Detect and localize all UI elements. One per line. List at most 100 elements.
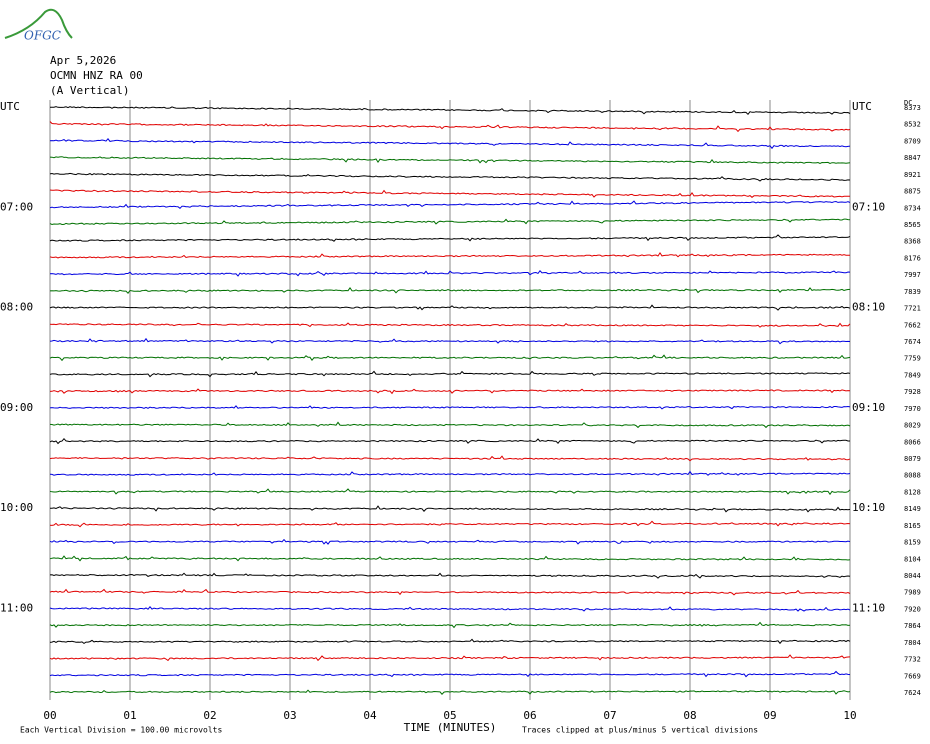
trace bbox=[49, 172, 851, 182]
x-tick-label: 08 bbox=[683, 709, 696, 722]
trace bbox=[49, 234, 851, 242]
dc-value: 8029 bbox=[904, 422, 921, 430]
dc-value: 8875 bbox=[904, 188, 921, 196]
right-time-label: 10:10 bbox=[852, 501, 885, 514]
trace bbox=[49, 520, 851, 528]
left-time-label: 07:00 bbox=[0, 200, 33, 213]
dc-value: 7920 bbox=[904, 605, 921, 613]
x-tick-label: 06 bbox=[523, 709, 536, 722]
dc-value: 8165 bbox=[904, 522, 921, 530]
left-time-label: 09:00 bbox=[0, 401, 33, 414]
x-tick-label: 09 bbox=[763, 709, 776, 722]
dc-value: 7804 bbox=[904, 639, 921, 647]
trace bbox=[49, 304, 851, 311]
logo: OFGC bbox=[24, 29, 61, 43]
date: Apr 5,2026 bbox=[50, 54, 116, 67]
trace bbox=[49, 138, 851, 150]
dc-value: 7989 bbox=[904, 589, 921, 597]
trace bbox=[49, 121, 851, 133]
x-tick-label: 01 bbox=[123, 709, 136, 722]
dc-value: 8149 bbox=[904, 505, 921, 513]
dc-value: 8921 bbox=[904, 171, 921, 179]
trace bbox=[49, 470, 851, 476]
dc-value: 7721 bbox=[904, 305, 921, 313]
trace bbox=[49, 606, 851, 612]
x-tick-label: 07 bbox=[603, 709, 616, 722]
dc-value: 8128 bbox=[904, 488, 921, 496]
x-tick-label: 04 bbox=[363, 709, 377, 722]
x-tick-label: 03 bbox=[283, 709, 296, 722]
dc-value: 7624 bbox=[904, 689, 921, 697]
dc-value: 8079 bbox=[904, 455, 921, 463]
x-tick-label: 10 bbox=[843, 709, 856, 722]
dc-value: 8104 bbox=[904, 555, 921, 563]
trace bbox=[49, 189, 850, 198]
dc-value: 8088 bbox=[904, 472, 921, 480]
dc-value: 7864 bbox=[904, 622, 921, 630]
dc-value: 7732 bbox=[904, 656, 921, 664]
trace bbox=[49, 654, 851, 662]
dc-value: 7674 bbox=[904, 338, 921, 346]
right-time-label: 07:10 bbox=[852, 200, 885, 213]
right-time-label: 08:10 bbox=[852, 301, 885, 314]
trace bbox=[49, 156, 851, 165]
trace bbox=[50, 505, 851, 513]
dc-value: 7997 bbox=[904, 271, 921, 279]
dc-value: 8044 bbox=[904, 572, 921, 580]
scale-note: Each Vertical Division = 100.00 microvol… bbox=[20, 726, 222, 735]
trace bbox=[49, 388, 851, 395]
left-time-label: 10:00 bbox=[0, 501, 33, 514]
trace bbox=[49, 322, 851, 328]
dc-value: 7928 bbox=[904, 388, 921, 396]
trace bbox=[49, 588, 851, 596]
right-time-label: 11:10 bbox=[852, 601, 885, 614]
trace bbox=[49, 689, 851, 695]
dc-value: 8159 bbox=[904, 539, 921, 547]
station: OCMN HNZ RA 00 bbox=[50, 69, 143, 82]
left-time-label: UTC bbox=[0, 100, 20, 113]
trace bbox=[49, 437, 850, 445]
dc-value: 8066 bbox=[904, 438, 921, 446]
dc-value: 8565 bbox=[904, 221, 921, 229]
component: (A Vertical) bbox=[50, 84, 129, 97]
trace bbox=[50, 106, 851, 116]
left-time-label: 11:00 bbox=[0, 601, 33, 614]
trace bbox=[49, 638, 851, 645]
trace bbox=[49, 354, 851, 362]
x-tick-label: 02 bbox=[203, 709, 216, 722]
trace bbox=[49, 270, 851, 277]
trace bbox=[49, 421, 851, 429]
dc-value: 7970 bbox=[904, 405, 921, 413]
trace bbox=[49, 555, 851, 562]
dc-value: 8176 bbox=[904, 254, 921, 262]
trace bbox=[49, 251, 851, 259]
trace bbox=[49, 455, 851, 462]
left-time-label: 08:00 bbox=[0, 301, 33, 314]
dc-value: 7839 bbox=[904, 288, 921, 296]
dc-value: 7759 bbox=[904, 355, 921, 363]
dc-value: 7669 bbox=[904, 672, 921, 680]
dc-value: 8709 bbox=[904, 137, 921, 145]
trace bbox=[49, 200, 851, 209]
trace bbox=[49, 337, 851, 345]
trace bbox=[49, 218, 851, 226]
x-tick-label: 05 bbox=[443, 709, 456, 722]
dc-value: 7662 bbox=[904, 321, 921, 329]
trace bbox=[49, 287, 851, 294]
dc-label: DC bbox=[904, 99, 912, 107]
right-time-label: 09:10 bbox=[852, 401, 885, 414]
logo-curve bbox=[4, 8, 73, 39]
x-axis-label: TIME (MINUTES) bbox=[404, 721, 497, 734]
right-time-label: UTC bbox=[852, 100, 872, 113]
dc-value: 8368 bbox=[904, 238, 921, 246]
dc-value: 8734 bbox=[904, 204, 921, 212]
dc-value: 7849 bbox=[904, 371, 921, 379]
trace bbox=[49, 538, 851, 545]
dc-value: 8373 bbox=[904, 104, 921, 112]
x-tick-label: 00 bbox=[43, 709, 56, 722]
dc-value: 8532 bbox=[904, 121, 921, 129]
trace bbox=[49, 488, 851, 496]
trace bbox=[49, 670, 851, 678]
trace bbox=[49, 572, 851, 579]
